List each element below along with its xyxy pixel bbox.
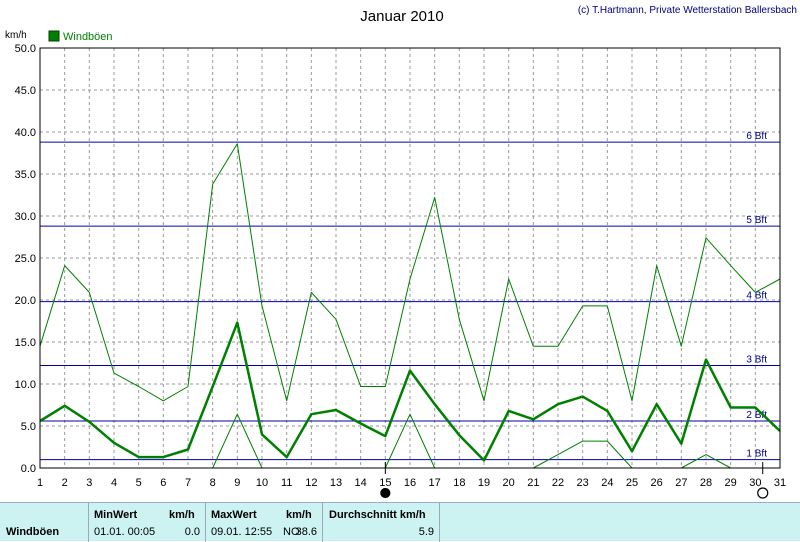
x-tick-label: 2 xyxy=(62,477,68,489)
y-axis-unit: km/h xyxy=(5,30,27,41)
x-tick-label: 4 xyxy=(111,477,117,489)
avg-value: 5.9 xyxy=(418,526,434,538)
series-line-min xyxy=(384,413,436,469)
x-tick-label: 21 xyxy=(527,477,539,489)
beaufort-label: 3 Bft xyxy=(746,355,767,366)
min-time: 01.01. 00:05 xyxy=(94,526,156,538)
x-tick-label: 26 xyxy=(651,477,663,489)
statistics-bar: Windböen MinWert km/h 01.01. 00:05 0.0 M… xyxy=(0,502,800,542)
min-value: 0.0 xyxy=(184,526,200,538)
x-tick-label: 3 xyxy=(86,477,92,489)
beaufort-label: 2 Bft xyxy=(746,410,767,421)
full-moon-icon xyxy=(757,487,769,499)
x-tick-label: 23 xyxy=(577,477,589,489)
series-line-min xyxy=(681,454,731,469)
x-tick-label: 5 xyxy=(136,477,142,489)
series-line-min xyxy=(533,440,633,469)
beaufort-label: 5 Bft xyxy=(746,215,767,226)
legend-label: Windböen xyxy=(63,31,113,43)
grid xyxy=(40,48,780,468)
x-tick-label: 27 xyxy=(675,477,687,489)
x-tick-label: 10 xyxy=(256,477,268,489)
min-header: MinWert xyxy=(94,509,138,521)
x-tick-label: 31 xyxy=(774,477,786,489)
x-tick-label: 28 xyxy=(700,477,712,489)
x-tick-label: 13 xyxy=(330,477,342,489)
max-value: 38.6 xyxy=(295,526,317,538)
x-tick-label: 24 xyxy=(601,477,613,489)
y-tick-label: 10.0 xyxy=(15,379,36,391)
y-tick-labels: 0.0 5.0 10.0 15.0 20.0 25.0 30.0 35.0 40.0 45.0 50… xyxy=(15,43,36,475)
chart-title: Januar 2010 xyxy=(360,8,443,25)
y-tick-label: 40.0 xyxy=(15,127,36,139)
x-tick-labels: 1 2 3 4 5 6 7 8 9 10 11 12 13 14 15 16 17 18 19 20 21 22 23 24 2… xyxy=(37,477,786,489)
y-tick-label: 50.0 xyxy=(15,43,36,55)
stats-avg-cell: Durchschnitt km/h 5.9 xyxy=(323,503,440,542)
series-line-min xyxy=(212,413,263,469)
x-tick-label: 7 xyxy=(185,477,191,489)
x-tick-label: 8 xyxy=(210,477,216,489)
max-unit: km/h xyxy=(286,509,312,521)
max-time: 09.01. 12:55 xyxy=(211,526,273,538)
y-tick-label: 45.0 xyxy=(15,85,36,97)
y-tick-label: 25.0 xyxy=(15,253,36,265)
y-tick-label: 30.0 xyxy=(15,211,36,223)
x-tick-label: 17 xyxy=(429,477,441,489)
x-tick-label: 16 xyxy=(404,477,416,489)
x-tick-label: 29 xyxy=(725,477,737,489)
stats-min-cell: MinWert km/h 01.01. 00:05 0.0 xyxy=(89,503,206,542)
x-tick-label: 18 xyxy=(453,477,465,489)
beaufort-lines: 1 Bft 2 Bft 3 Bft 4 Bft 5 Bft 6 Bft xyxy=(40,131,780,461)
max-header: MaxWert xyxy=(211,509,257,521)
stats-max-cell: MaxWert km/h 09.01. 12:55 NO 38.6 xyxy=(206,503,323,542)
x-tick-label: 25 xyxy=(626,477,638,489)
x-tick-label: 15 xyxy=(379,477,391,489)
copyright-text: (c) T.Hartmann, Private Wetterstation Ba… xyxy=(578,5,797,16)
beaufort-label: 6 Bft xyxy=(746,131,767,142)
y-tick-label: 5.0 xyxy=(21,421,36,433)
series-lines xyxy=(39,143,781,469)
y-tick-label: 15.0 xyxy=(15,337,36,349)
max-direction: NO xyxy=(283,526,300,538)
x-tick-label: 19 xyxy=(478,477,490,489)
y-tick-label: 35.0 xyxy=(15,169,36,181)
plot-frame xyxy=(39,47,781,469)
x-tick-label: 11 xyxy=(281,477,292,489)
series-line-max xyxy=(39,143,781,402)
x-tick-label: 30 xyxy=(749,477,761,489)
x-tick-label: 22 xyxy=(552,477,564,489)
x-tick-label: 14 xyxy=(355,477,367,489)
beaufort-label: 4 Bft xyxy=(746,291,767,302)
beaufort-label: 1 Bft xyxy=(746,449,767,460)
wind-gust-chart: Januar 2010 (c) T.Hartmann, Private Wett… xyxy=(5,5,797,499)
y-tick-label: 20.0 xyxy=(15,295,36,307)
x-tick-label: 6 xyxy=(160,477,166,489)
legend-swatch xyxy=(48,30,60,42)
x-tick-label: 20 xyxy=(503,477,515,489)
series-line-mean xyxy=(39,321,781,462)
x-tick-label: 12 xyxy=(305,477,317,489)
stats-label-cell: Windböen xyxy=(0,503,89,542)
stats-row-label: Windböen xyxy=(6,526,60,538)
new-moon-icon xyxy=(380,487,391,499)
min-unit: km/h xyxy=(169,509,195,521)
x-tick-label: 9 xyxy=(234,477,240,489)
avg-header: Durchschnitt km/h xyxy=(329,509,426,521)
y-tick-label: 0.0 xyxy=(21,463,36,475)
x-tick-label: 1 xyxy=(37,477,43,489)
